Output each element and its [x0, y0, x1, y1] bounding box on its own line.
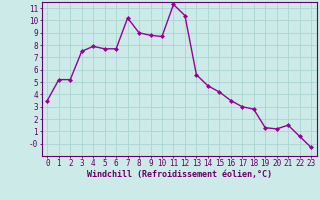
X-axis label: Windchill (Refroidissement éolien,°C): Windchill (Refroidissement éolien,°C): [87, 170, 272, 179]
